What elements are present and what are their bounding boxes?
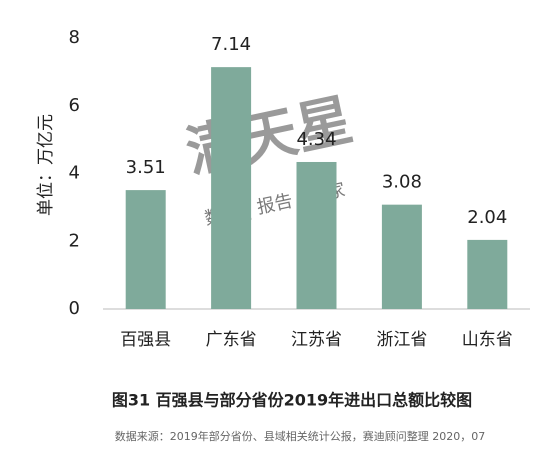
x-tick-label: 浙江省	[376, 330, 427, 350]
source-note: 数据来源：2019年部分省份、县域相关统计公报，赛迪顾问整理 2020，07	[115, 429, 485, 443]
bar	[211, 67, 252, 309]
y-axis-title: 单位：万亿元	[36, 114, 56, 216]
y-tick-label: 0	[69, 298, 80, 319]
y-tick-label: 6	[69, 95, 80, 116]
x-tick-label: 广东省	[206, 330, 257, 350]
value-label: 2.04	[467, 207, 507, 228]
x-tick-label: 百强县	[120, 330, 171, 350]
bar	[467, 239, 508, 309]
y-tick-label: 4	[69, 163, 80, 184]
chart-title: 图31 百强县与部分省份2019年进出口总额比较图	[112, 391, 472, 410]
x-tick-label: 山东省	[462, 330, 513, 350]
value-label: 3.08	[382, 172, 422, 193]
value-label: 3.51	[126, 157, 166, 178]
value-label: 7.14	[211, 34, 251, 55]
x-tick-label: 江苏省	[291, 330, 342, 350]
value-label: 4.34	[296, 129, 336, 150]
bar	[296, 161, 337, 309]
y-tick-label: 8	[69, 27, 80, 48]
y-tick-label: 2	[69, 230, 80, 251]
bar	[381, 204, 422, 309]
bar	[125, 190, 166, 309]
